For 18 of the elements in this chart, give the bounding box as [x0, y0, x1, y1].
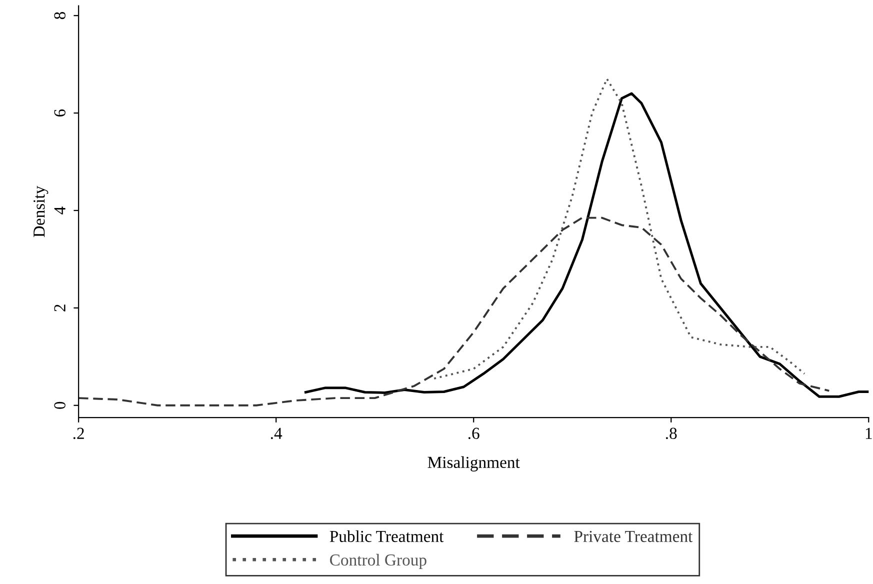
x-tick-label: .4 — [270, 428, 282, 440]
y-axis-title: Density — [34, 186, 48, 238]
text: Private Treatment — [574, 530, 693, 542]
text: Control Group — [330, 554, 426, 569]
x-tick-label: 1 — [866, 428, 872, 439]
y-tick-label: 2 — [54, 304, 66, 312]
y-tick-label: 6 — [54, 109, 66, 116]
line-series — [433, 78, 806, 380]
y-tick-label: 0 — [54, 402, 66, 409]
x-tick-label: .8 — [666, 428, 677, 440]
line-series — [78, 216, 830, 406]
line-series — [304, 92, 869, 398]
x-tick-label: .6 — [468, 428, 480, 440]
x-tick-label: .2 — [73, 428, 84, 440]
text: Public Treatment — [330, 530, 444, 542]
y-tick-label: 4 — [54, 206, 66, 214]
y-tick-label: 8 — [54, 12, 66, 20]
x-axis-title: Misalignment — [428, 456, 520, 472]
